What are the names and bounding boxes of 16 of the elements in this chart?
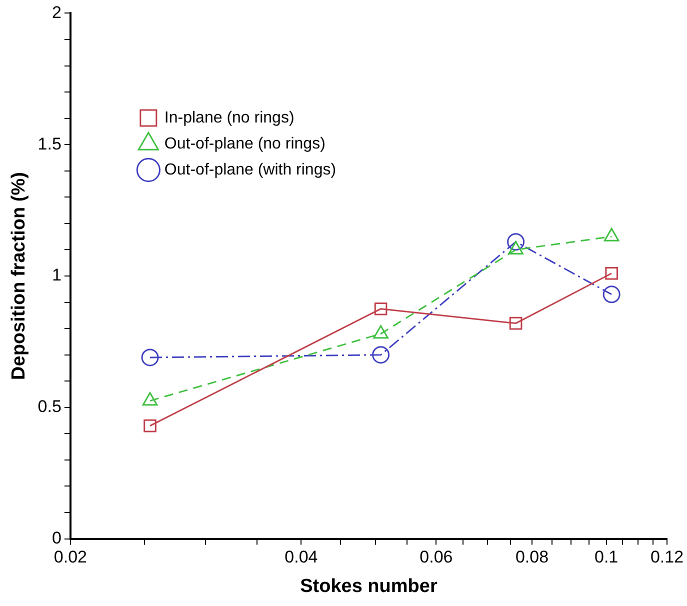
y-tick-label: 0.5	[38, 397, 62, 416]
x-tick-label: 0.06	[420, 548, 453, 567]
y-tick-label: 1	[52, 266, 62, 285]
legend-label: Out-of-plane (no rings)	[164, 135, 326, 152]
x-tick-label: 0.12	[650, 548, 684, 567]
y-axis-title: Deposition fraction (%)	[8, 172, 30, 380]
x-tick-label: 0.02	[54, 548, 87, 567]
y-tick-label: 0	[52, 528, 62, 548]
y-tick-label: 2	[52, 2, 62, 22]
x-tick-label: 0.04	[284, 548, 318, 567]
legend-label: In-plane (no rings)	[164, 109, 294, 126]
y-tick-label: 1.5	[38, 134, 62, 154]
x-tick-label: 0.1	[594, 548, 618, 567]
x-tick-label: 0.08	[515, 548, 549, 567]
legend-label: Out-of-plane (with rings)	[164, 161, 336, 178]
x-axis-title: Stokes number	[300, 576, 438, 597]
